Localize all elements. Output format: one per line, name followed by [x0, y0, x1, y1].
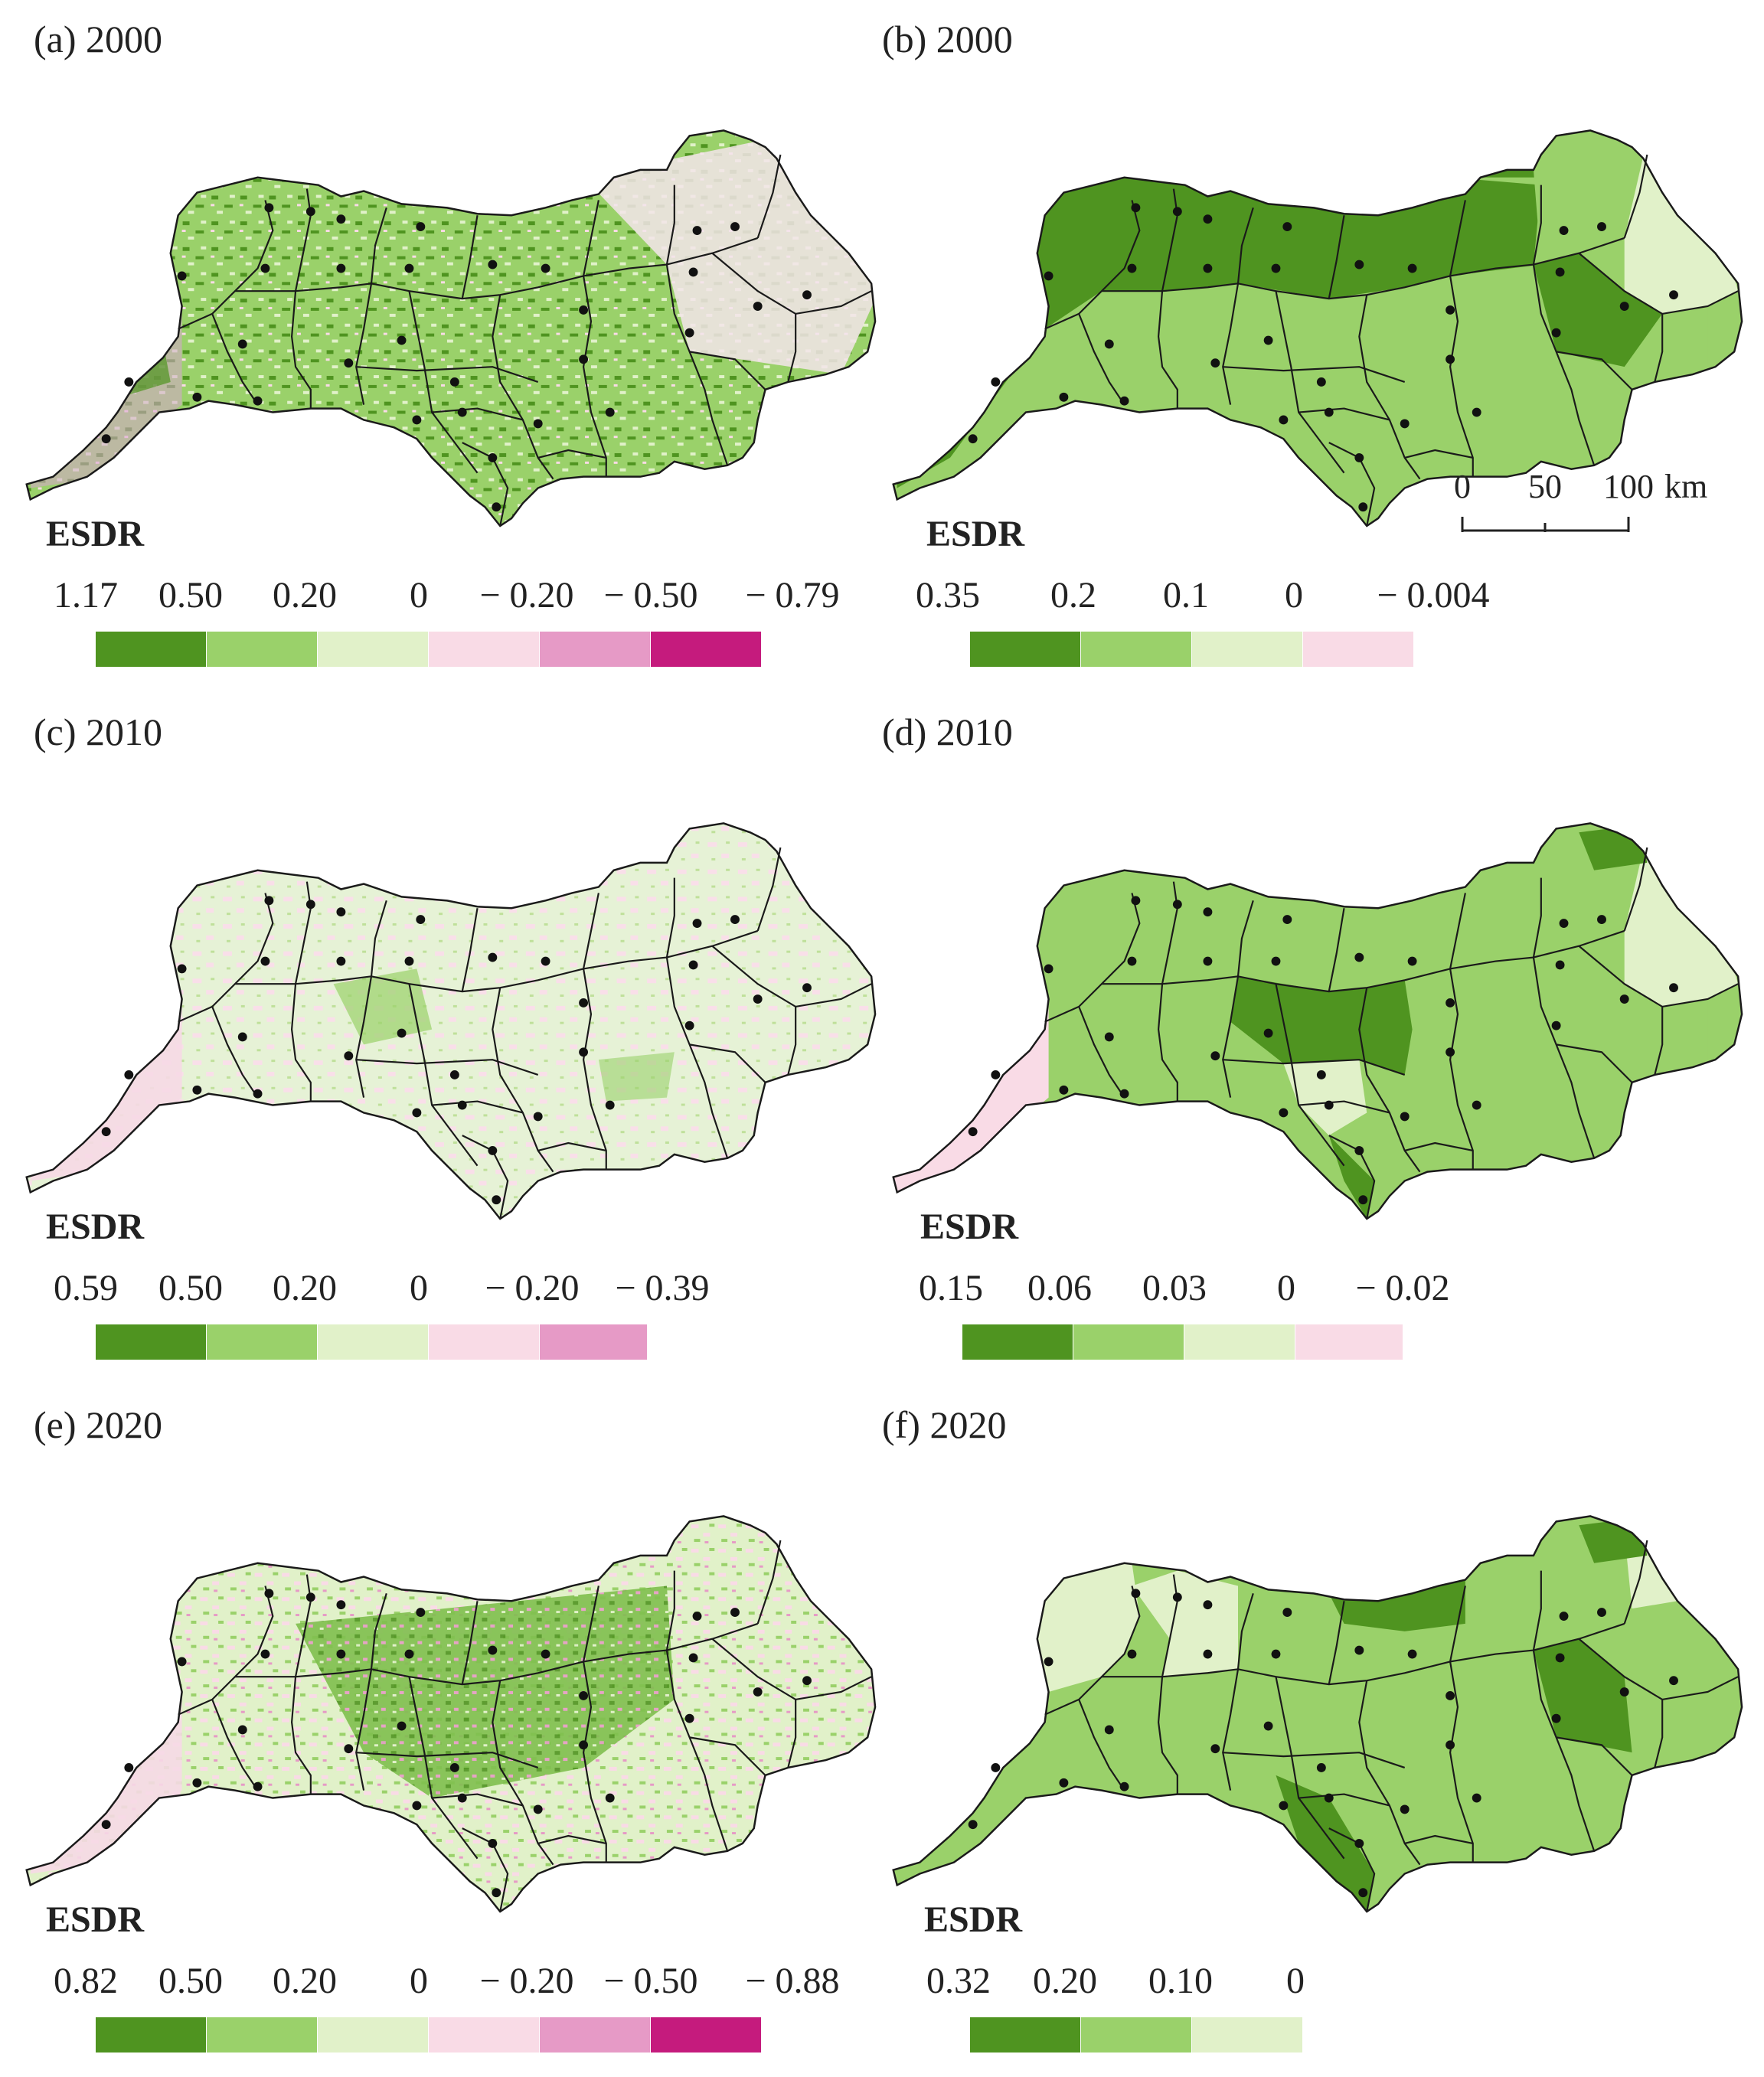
- tick: 0.03: [1142, 1268, 1207, 1308]
- color-ramp: [96, 2017, 762, 2053]
- scale-label: 50: [1528, 468, 1562, 505]
- swatch: [318, 1324, 429, 1360]
- tick: 0.20: [273, 1961, 337, 2001]
- tick: 0.20: [273, 1268, 337, 1308]
- swatch: [1081, 2017, 1192, 2053]
- swatch: [96, 632, 207, 667]
- swatch: [651, 632, 762, 667]
- map-panel-f: [892, 1515, 1743, 1913]
- tick: 1.17: [54, 575, 118, 616]
- tick: 0.06: [1027, 1268, 1092, 1308]
- swatch: [207, 632, 318, 667]
- tick: − 0.50: [603, 575, 698, 616]
- color-ramp: [970, 2017, 1303, 2053]
- swatch: [540, 2017, 651, 2053]
- panel-title: (b) 2000: [882, 18, 1013, 60]
- tick: − 0.20: [485, 1268, 580, 1308]
- tick: 0.32: [926, 1961, 991, 2001]
- swatch: [1184, 1324, 1295, 1360]
- tick: 0: [1277, 1268, 1295, 1308]
- tick: 0.50: [158, 1961, 223, 2001]
- tick: − 0.88: [745, 1961, 840, 2001]
- scale-bar: 0 50 100 km: [1454, 467, 1732, 551]
- tick: − 0.20: [479, 575, 574, 616]
- swatch: [962, 1324, 1073, 1360]
- legend-title: ESDR: [46, 1207, 145, 1247]
- tick: 0.1: [1163, 575, 1209, 616]
- tick: 0.50: [158, 1268, 223, 1308]
- panel-title: (a) 2000: [34, 18, 162, 60]
- swatch: [1192, 632, 1303, 667]
- tick: 0: [1285, 575, 1303, 616]
- legend-title: ESDR: [46, 514, 145, 554]
- tick: − 0.004: [1377, 575, 1490, 616]
- panel-a: (a) 2000 ESDR 1.17 0.50 0.20 0 − 0.20 − …: [0, 0, 882, 689]
- tick: − 0.02: [1355, 1268, 1450, 1308]
- scale-bar-line: [1461, 517, 1630, 532]
- tick: − 0.50: [603, 1961, 698, 2001]
- tick: 0: [410, 1961, 428, 2001]
- panel-d: (d) 2010 ESDR 0.15 0.06 0.03 0 − 0.02: [882, 693, 1764, 1382]
- swatch: [540, 632, 651, 667]
- swatch: [318, 632, 429, 667]
- swatch: [96, 2017, 207, 2053]
- swatch: [1295, 1324, 1403, 1360]
- tick: − 0.79: [745, 575, 840, 616]
- tick: 0: [1286, 1961, 1305, 2001]
- legend-title: ESDR: [926, 514, 1025, 554]
- swatch: [429, 1324, 540, 1360]
- panel-title: (d) 2010: [882, 710, 1013, 753]
- panel-title: (c) 2010: [34, 710, 162, 753]
- color-ramp: [96, 1324, 648, 1360]
- swatch: [970, 632, 1081, 667]
- swatch: [651, 2017, 762, 2053]
- color-ramp: [96, 632, 762, 667]
- legend-title: ESDR: [924, 1899, 1023, 1940]
- map-panel-c: [25, 822, 877, 1220]
- swatch: [970, 2017, 1081, 2053]
- swatch: [207, 2017, 318, 2053]
- panel-title: (f) 2020: [882, 1403, 1007, 1446]
- swatch: [1192, 2017, 1303, 2053]
- swatch: [1303, 632, 1414, 667]
- swatch: [318, 2017, 429, 2053]
- tick: 0: [410, 1268, 428, 1308]
- tick: 0.15: [919, 1268, 983, 1308]
- map-panel-e: [25, 1515, 877, 1913]
- tick: 0.59: [54, 1268, 118, 1308]
- swatch: [96, 1324, 207, 1360]
- tick: 0.50: [158, 575, 223, 616]
- scale-label: 100: [1603, 468, 1654, 505]
- scale-unit: km: [1664, 468, 1708, 505]
- map-panel-b: [892, 129, 1743, 527]
- map-panel-a: [25, 129, 877, 527]
- legend-title: ESDR: [46, 1899, 145, 1940]
- tick: 0.20: [273, 575, 337, 616]
- tick: 0.20: [1033, 1961, 1097, 2001]
- panel-c: (c) 2010 ESDR 0.59 0.50 0.20 0 − 0.20 − …: [0, 693, 882, 1382]
- legend-title: ESDR: [920, 1207, 1019, 1247]
- color-ramp: [970, 632, 1414, 667]
- panel-title: (e) 2020: [34, 1403, 162, 1446]
- tick: 0.35: [916, 575, 980, 616]
- tick: 0: [410, 575, 428, 616]
- tick: − 0.39: [615, 1268, 710, 1308]
- panel-b: (b) 2000 ESDR 0.35 0.2 0.1 0 − 0.004 0 5…: [882, 0, 1764, 689]
- color-ramp: [962, 1324, 1403, 1360]
- panel-e: (e) 2020 ESDR 0.82 0.50 0.20 0 − 0.20 − …: [0, 1386, 882, 2075]
- swatch: [1073, 1324, 1184, 1360]
- scale-label: 0: [1454, 468, 1471, 505]
- panel-f: (f) 2020 ESDR 0.32 0.20 0.10 0: [882, 1386, 1764, 2075]
- swatch: [429, 2017, 540, 2053]
- tick: 0.2: [1050, 575, 1096, 616]
- tick: 0.82: [54, 1961, 118, 2001]
- tick: 0.10: [1148, 1961, 1213, 2001]
- swatch: [429, 632, 540, 667]
- tick: − 0.20: [479, 1961, 574, 2001]
- swatch: [540, 1324, 648, 1360]
- map-panel-d: [892, 822, 1743, 1220]
- swatch: [1081, 632, 1192, 667]
- swatch: [207, 1324, 318, 1360]
